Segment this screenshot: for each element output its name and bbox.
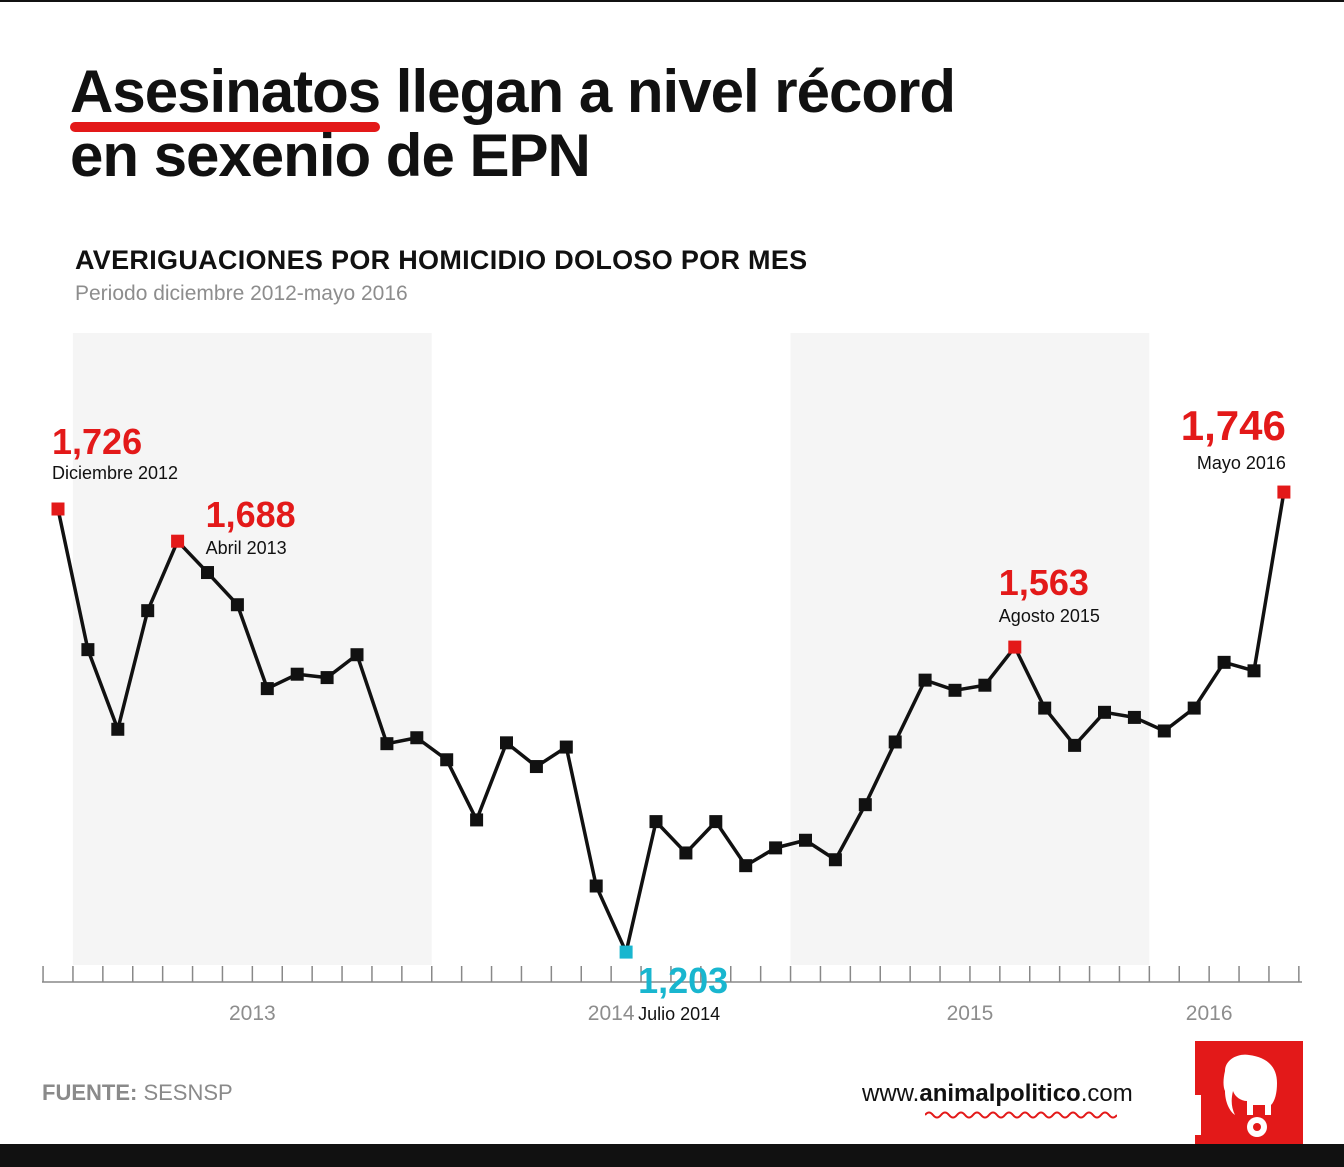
data-point-36 [1127, 710, 1141, 724]
data-point-25 [799, 833, 812, 847]
data-point-16 [529, 760, 543, 774]
data-point-1 [81, 643, 95, 657]
data-point-22 [709, 815, 723, 829]
data-point-38 [1187, 701, 1201, 715]
year-band-1 [790, 333, 1150, 965]
chart-subtitle: AVERIGUACIONES POR HOMICIDIO DOLOSO POR … [75, 245, 808, 275]
data-point-11 [380, 737, 394, 751]
website-link[interactable]: www.animalpolitico.com [862, 1080, 1133, 1108]
annotation-value-4: 1,688 [206, 494, 296, 535]
data-point-23 [739, 859, 753, 873]
data-point-6 [230, 598, 244, 612]
data-point-41 [1277, 485, 1291, 499]
annotation-label-19: Julio 2014 [638, 1004, 720, 1024]
annotation-value-32: 1,563 [999, 562, 1089, 603]
data-point-15 [500, 736, 513, 750]
data-point-37 [1157, 724, 1171, 738]
x-tick-label-2013: 2013 [229, 1002, 276, 1025]
data-point-19 [619, 945, 633, 959]
headline-highlight: Asesinatos [70, 58, 381, 132]
data-point-39 [1217, 655, 1231, 669]
website-suffix: .com [1080, 1080, 1133, 1107]
data-point-5 [201, 566, 214, 580]
annotation-label-0: Diciembre 2012 [52, 463, 178, 483]
data-point-33 [1038, 701, 1052, 715]
data-point-0 [51, 502, 65, 516]
x-tick-label-2014: 2014 [588, 1002, 635, 1025]
data-point-40 [1247, 664, 1261, 678]
data-point-4 [171, 534, 185, 548]
data-point-32 [1008, 640, 1022, 654]
data-point-10 [350, 648, 364, 662]
headline-line1-rest: llegan a nivel récord [380, 58, 956, 125]
data-point-18 [589, 879, 603, 893]
source-note: FUENTE: SESNSP [42, 1080, 233, 1106]
annotation-label-41: Mayo 2016 [1197, 453, 1286, 473]
elephant-icon [1195, 1054, 1277, 1137]
data-point-8 [290, 667, 304, 681]
data-point-14 [470, 813, 484, 827]
source-value: SESNSP [137, 1080, 233, 1105]
bottom-bar [0, 1144, 1344, 1167]
data-point-34 [1068, 738, 1082, 752]
source-label: FUENTE: [42, 1080, 138, 1105]
website-brand: animalpolitico [919, 1080, 1081, 1107]
data-point-27 [858, 798, 872, 812]
data-point-13 [440, 753, 454, 767]
x-tick-label-2015: 2015 [947, 1002, 994, 1025]
data-point-30 [948, 683, 962, 697]
data-point-12 [410, 731, 424, 745]
data-point-7 [260, 682, 274, 696]
top-rule [0, 0, 1344, 2]
data-point-3 [141, 604, 155, 618]
annotation-value-0: 1,726 [52, 421, 142, 462]
annotation-label-32: Agosto 2015 [999, 606, 1100, 626]
data-point-9 [320, 671, 334, 685]
data-point-26 [828, 853, 842, 867]
website-prefix: www. [862, 1080, 920, 1107]
data-point-2 [111, 722, 125, 736]
annotation-label-4: Abril 2013 [206, 538, 287, 558]
data-point-20 [649, 815, 663, 829]
annotation-value-41: 1,746 [1181, 402, 1286, 449]
brand-wavy-underline [925, 1111, 1117, 1119]
chart-period: Periodo diciembre 2012-mayo 2016 [75, 282, 408, 305]
data-point-24 [769, 841, 783, 855]
x-tick-label-2016: 2016 [1186, 1002, 1233, 1025]
data-point-17 [559, 740, 573, 754]
headline: Asesinatos llegan a nivel récord en sexen… [70, 58, 956, 189]
data-point-31 [978, 678, 992, 692]
data-point-35 [1098, 705, 1111, 719]
data-point-29 [918, 673, 932, 687]
data-point-21 [679, 846, 693, 860]
annotation-value-19: 1,203 [638, 960, 728, 1001]
data-point-28 [888, 735, 902, 749]
headline-line2: en sexenio de EPN [70, 122, 591, 189]
animal-politico-logo[interactable] [1195, 1041, 1303, 1144]
